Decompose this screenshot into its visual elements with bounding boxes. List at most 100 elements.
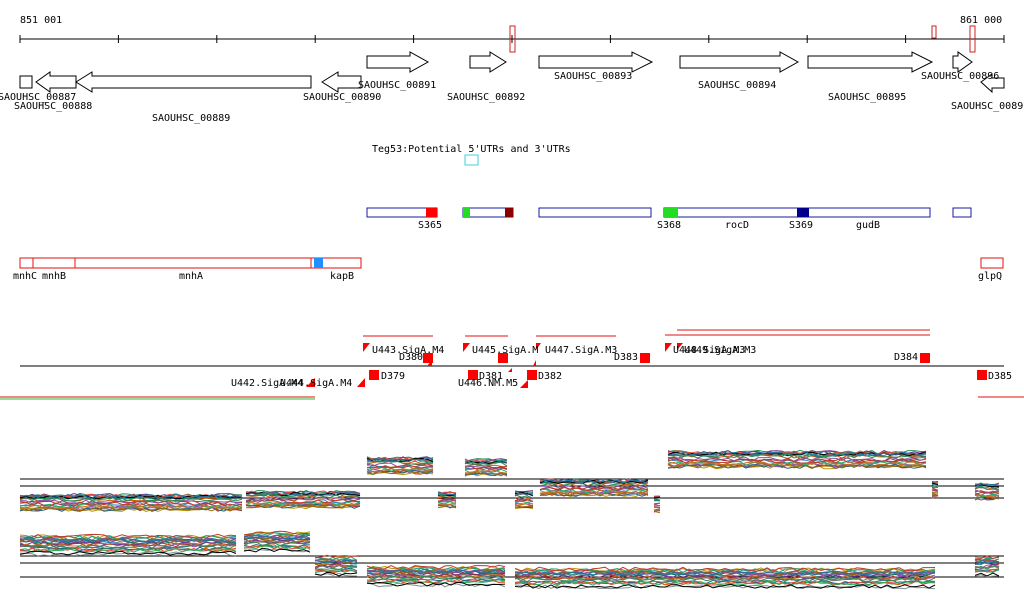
expression-trace (653, 502, 661, 506)
expression-trace (667, 450, 927, 456)
expression-trace (19, 550, 237, 556)
feature-label: mnhB (42, 271, 66, 282)
expression-trace (464, 471, 508, 477)
expression-trace (514, 498, 534, 503)
gene-label: SAOUHSC_00890 (303, 92, 381, 103)
gene-label: SAOUHSC_00897 (951, 101, 1024, 112)
feature-box[interactable] (19, 257, 362, 269)
promoter-flag[interactable] (357, 378, 365, 387)
expression-trace (437, 491, 457, 496)
terminator-mark[interactable] (920, 353, 930, 363)
gene-arrow[interactable] (679, 51, 800, 73)
promoter-flag[interactable] (463, 343, 470, 352)
feature-mark[interactable] (314, 258, 323, 268)
feature-label: S365 (418, 220, 442, 231)
expression-trace (514, 570, 936, 576)
expression-trace (514, 503, 534, 506)
expression-trace (653, 510, 661, 514)
ruler-highlight-marker (509, 25, 516, 53)
gene-arrow[interactable] (321, 71, 362, 93)
expression-trace (974, 496, 1000, 500)
feature-box[interactable] (980, 257, 1004, 269)
expression-trace (437, 504, 457, 508)
expression-trace (974, 569, 1000, 573)
expression-trace (974, 558, 1000, 563)
expression-trace (931, 489, 939, 492)
promoter-flag[interactable] (520, 380, 528, 388)
terminator-mark[interactable] (468, 370, 478, 380)
promoter-label: U444.SigA.M4 (280, 378, 352, 389)
expression-trace (974, 490, 1000, 496)
feature-box[interactable] (952, 207, 972, 218)
gene-arrow[interactable] (538, 51, 654, 73)
promoter-flag[interactable] (508, 368, 512, 372)
expression-trace (366, 456, 434, 461)
promoter-label: D380 (399, 352, 423, 363)
feature-track-1: S365 S368 rocD S369 gudB (366, 207, 972, 231)
expression-trace (465, 466, 508, 470)
expression-trace (314, 564, 358, 569)
expression-trace (667, 460, 927, 466)
gene-arrow[interactable] (35, 71, 77, 93)
expression-trace (19, 499, 243, 505)
gene-labels: SAOUHSC_00887 SAOUHSC_00888 SAOUHSC_0088… (0, 71, 1024, 124)
gene-arrow[interactable] (366, 51, 430, 73)
expression-trace (514, 490, 534, 493)
expression-trace (667, 458, 927, 464)
expression-trace (246, 503, 361, 509)
gene-label: SAOUHSC_00889 (152, 113, 230, 124)
expression-trace (314, 554, 358, 559)
expression-trace (245, 490, 361, 496)
expression-trace (243, 530, 311, 536)
gene-arrow[interactable] (19, 75, 33, 89)
expression-trace (366, 575, 506, 580)
expression-trace (539, 489, 649, 495)
gene-arrow[interactable] (952, 51, 973, 73)
gene-arrow[interactable] (807, 51, 934, 73)
terminator-mark[interactable] (423, 353, 433, 363)
expression-trace (437, 501, 457, 506)
expression-trace (19, 504, 243, 510)
feature-mark[interactable] (426, 208, 437, 217)
promoter-flag[interactable] (533, 360, 536, 366)
gene-arrow[interactable] (980, 73, 1005, 94)
expression-trace (514, 579, 936, 585)
feature-label: rocD (725, 220, 749, 231)
terminator-mark[interactable] (498, 353, 508, 363)
feature-label: mnhC (13, 271, 37, 282)
promoter-flag[interactable] (665, 343, 672, 352)
expression-trace (245, 493, 361, 499)
feature-mark[interactable] (505, 208, 513, 217)
expression-trace (243, 532, 311, 537)
promoter-flag[interactable] (306, 378, 315, 387)
promoter-label: D381 (479, 371, 503, 382)
gene-arrow[interactable] (469, 51, 507, 73)
teg-marker[interactable] (464, 154, 479, 166)
ruler-highlight-marker (969, 25, 976, 53)
expression-trace (19, 537, 237, 543)
promoter-flag[interactable] (363, 343, 370, 352)
terminator-mark[interactable] (977, 370, 987, 380)
feature-mark[interactable] (797, 208, 809, 217)
feature-track-2: mnhC mnhB mnhA kapB glpQ (13, 257, 1004, 282)
expression-trace (931, 484, 939, 489)
terminator-mark[interactable] (369, 370, 379, 380)
feature-mark[interactable] (463, 208, 470, 217)
expression-trace (539, 486, 649, 492)
expression-trace (314, 556, 358, 561)
expression-trace (437, 494, 457, 499)
expression-trace (514, 566, 936, 572)
terminator-mark[interactable] (640, 353, 650, 363)
expression-trace (437, 498, 457, 502)
terminator-mark[interactable] (527, 370, 537, 380)
expression-trace (366, 462, 434, 468)
promoter-flag[interactable] (536, 343, 541, 350)
expression-trace (366, 581, 506, 587)
feature-mark[interactable] (664, 208, 678, 217)
expression-trace (514, 583, 936, 589)
expression-trace (974, 484, 1000, 489)
gene-arrow[interactable] (75, 71, 312, 93)
expression-trace (19, 533, 237, 539)
feature-box[interactable] (538, 207, 652, 218)
promoter-flag[interactable] (677, 343, 683, 350)
